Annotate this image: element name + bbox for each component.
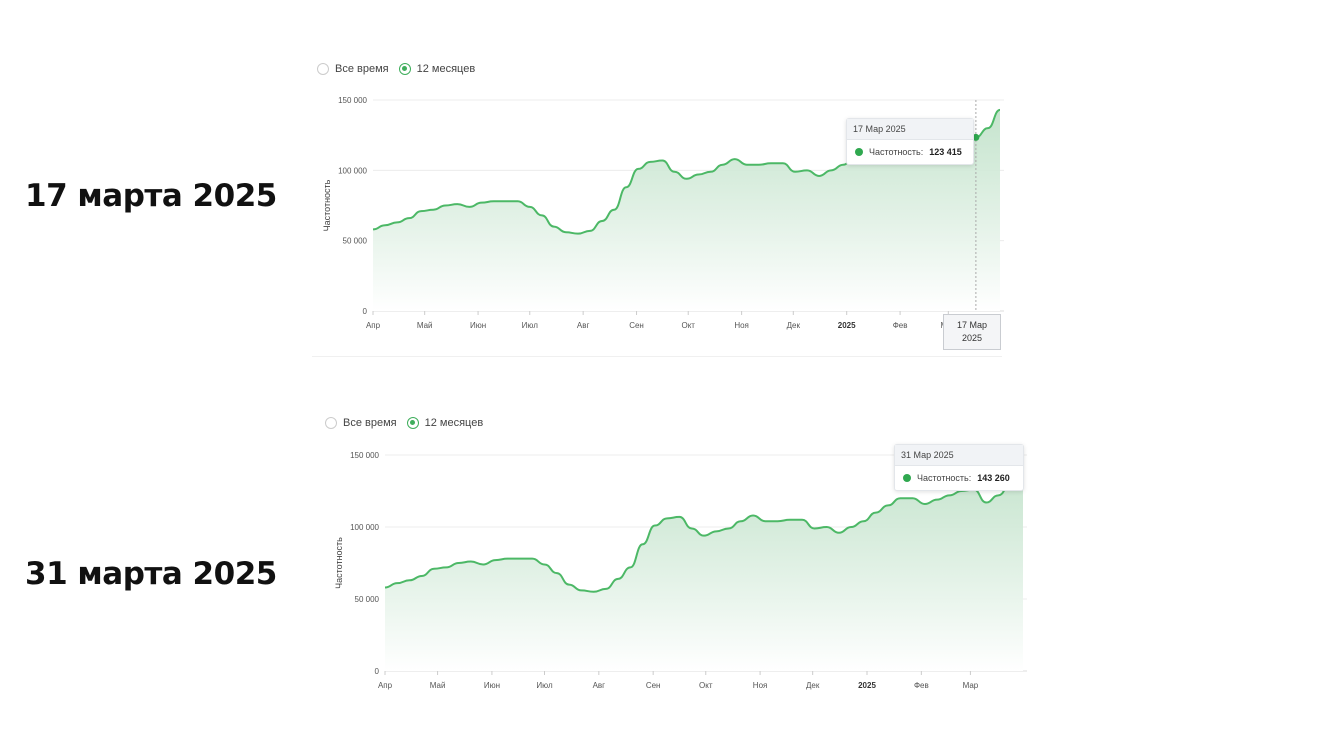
- y-tick-label: 50 000: [355, 595, 380, 604]
- y-tick-label: 100 000: [338, 166, 367, 175]
- x-tick-label: Окт: [699, 681, 713, 690]
- x-tick-label: Авг: [593, 681, 606, 690]
- period-radio-group: Все время 12 месяцев: [325, 417, 487, 429]
- x-tick-label: Май: [430, 681, 446, 690]
- x-tick-label: Фев: [893, 321, 908, 330]
- x-tick-label: Окт: [681, 321, 695, 330]
- chart-tooltip: 17 Мар 2025 Частотность: 123 415: [846, 118, 974, 165]
- radio-label: Все время: [343, 417, 397, 429]
- x-tick-label: Апр: [366, 321, 381, 330]
- radio-button[interactable]: [317, 63, 329, 75]
- tooltip-date: 17 Мар 2025: [847, 119, 973, 140]
- x-tick-label: Май: [417, 321, 433, 330]
- crosshair-date: 17 Мар: [956, 320, 988, 330]
- x-tick-label: 2025: [858, 681, 876, 690]
- panel-date-label: 31 марта 2025: [25, 556, 277, 592]
- radio-label: 12 месяцев: [424, 417, 484, 429]
- x-tick-label: Июн: [484, 681, 500, 690]
- series-dot-icon: [903, 474, 911, 482]
- radio-button[interactable]: [325, 417, 337, 429]
- chart-17-march[interactable]: 0 50 000 100 000 150 000 Частотность Апр Май Ию…: [312, 90, 1012, 360]
- x-tick-label: Сен: [646, 681, 661, 690]
- x-tick-label: Апр: [378, 681, 393, 690]
- tooltip-date: 31 Мар 2025: [895, 445, 1023, 466]
- x-tick-label: Ноя: [753, 681, 768, 690]
- y-tick-label: 150 000: [338, 96, 367, 105]
- y-tick-label: 150 000: [350, 451, 379, 460]
- radio-label: Все время: [335, 63, 389, 75]
- x-tick-label: Июн: [470, 321, 486, 330]
- crosshair-x-label: 17 Мар 2025: [943, 314, 1001, 350]
- x-tick-label: 2025: [838, 321, 856, 330]
- tooltip-value: 143 260: [977, 473, 1010, 483]
- radio-button-selected[interactable]: [398, 63, 411, 75]
- chart-tooltip: 31 Мар 2025 Частотность: 143 260: [894, 444, 1024, 491]
- x-tick-label: Авг: [577, 321, 590, 330]
- radio-12-months[interactable]: 12 месяцев: [398, 63, 476, 75]
- x-tick-label: Дек: [806, 681, 820, 690]
- x-tick-label: Мар: [963, 681, 979, 690]
- radio-label: 12 месяцев: [416, 63, 476, 75]
- y-tick-label: 100 000: [350, 523, 379, 532]
- x-tick-label: Дек: [787, 321, 801, 330]
- radio-button-selected[interactable]: [406, 417, 419, 429]
- x-tick-label: Фев: [914, 681, 929, 690]
- y-tick-label: 0: [363, 307, 368, 316]
- period-radio-group: Все время 12 месяцев: [317, 63, 479, 75]
- tooltip-value: 123 415: [929, 147, 962, 157]
- crosshair-year: 2025: [961, 333, 983, 343]
- area-fill: [373, 109, 1000, 311]
- area-fill: [385, 464, 1023, 671]
- radio-12-months[interactable]: 12 месяцев: [406, 417, 484, 429]
- series-dot-icon: [855, 148, 863, 156]
- x-tick-label: Ноя: [734, 321, 749, 330]
- x-tick-label: Сен: [629, 321, 644, 330]
- tooltip-series: Частотность:: [869, 147, 924, 157]
- radio-all-time[interactable]: Все время: [325, 417, 397, 429]
- highlight-point: [972, 133, 980, 141]
- x-tick-label: Июл: [536, 681, 553, 690]
- y-axis-label: Частотность: [334, 537, 344, 589]
- y-tick-label: 50 000: [343, 237, 368, 246]
- radio-all-time[interactable]: Все время: [317, 63, 389, 75]
- panel-date-label: 17 марта 2025: [25, 178, 277, 214]
- x-tick-label: Июл: [522, 321, 539, 330]
- y-axis-label: Частотность: [322, 179, 332, 231]
- tooltip-series: Частотность:: [917, 473, 972, 483]
- y-tick-label: 0: [375, 667, 380, 676]
- series-line: [384, 463, 1024, 593]
